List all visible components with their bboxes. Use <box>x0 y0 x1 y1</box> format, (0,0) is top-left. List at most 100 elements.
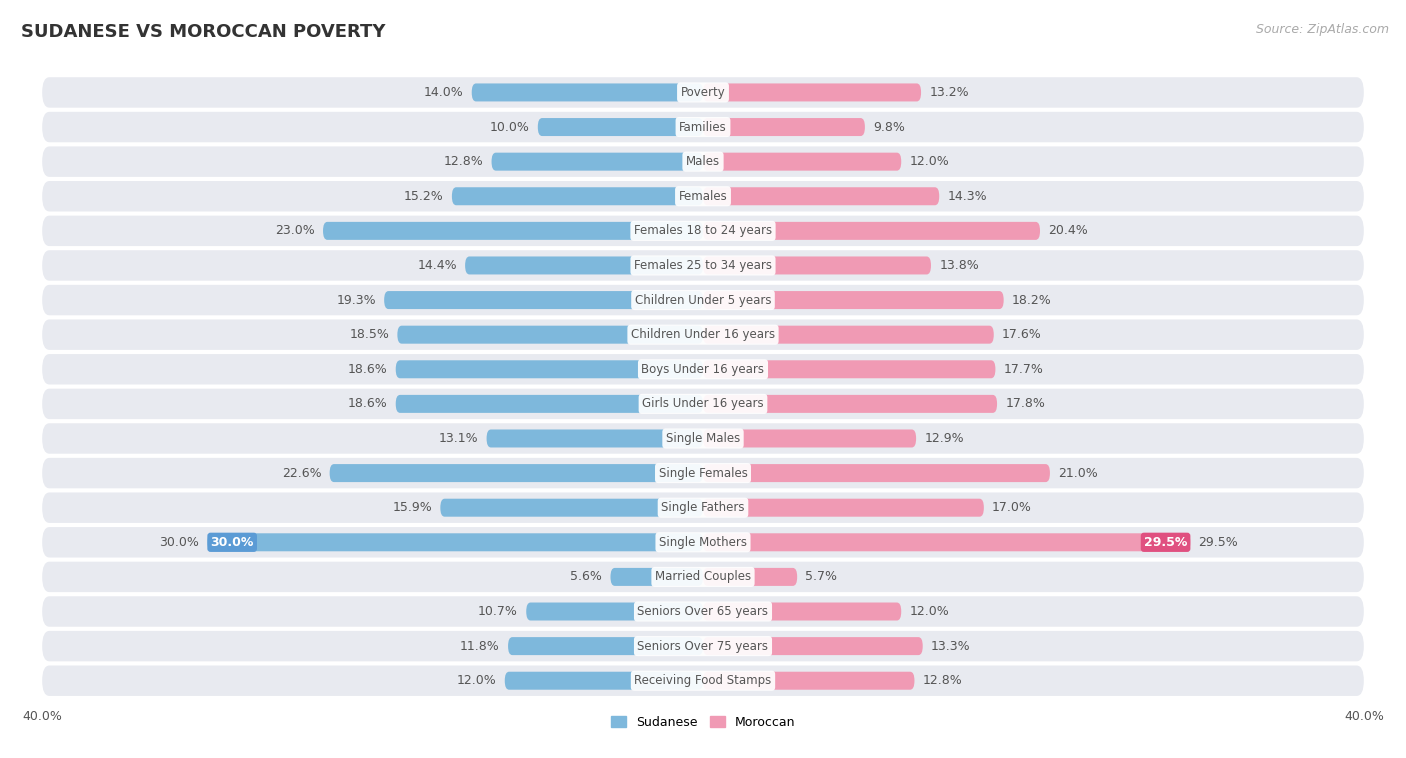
Text: 13.3%: 13.3% <box>931 640 970 653</box>
Text: 15.2%: 15.2% <box>404 190 444 202</box>
FancyBboxPatch shape <box>42 77 1364 108</box>
Text: 5.6%: 5.6% <box>571 571 602 584</box>
FancyBboxPatch shape <box>703 222 1040 240</box>
FancyBboxPatch shape <box>395 360 703 378</box>
FancyBboxPatch shape <box>42 319 1364 350</box>
FancyBboxPatch shape <box>492 152 703 171</box>
Text: 23.0%: 23.0% <box>276 224 315 237</box>
Text: 5.7%: 5.7% <box>806 571 838 584</box>
Text: Females 18 to 24 years: Females 18 to 24 years <box>634 224 772 237</box>
FancyBboxPatch shape <box>703 83 921 102</box>
Text: 12.8%: 12.8% <box>443 155 484 168</box>
Text: 17.6%: 17.6% <box>1002 328 1042 341</box>
FancyBboxPatch shape <box>703 187 939 205</box>
FancyBboxPatch shape <box>42 285 1364 315</box>
FancyBboxPatch shape <box>329 464 703 482</box>
FancyBboxPatch shape <box>703 672 914 690</box>
FancyBboxPatch shape <box>42 423 1364 454</box>
FancyBboxPatch shape <box>703 326 994 343</box>
Text: 17.8%: 17.8% <box>1005 397 1045 410</box>
Text: 13.1%: 13.1% <box>439 432 478 445</box>
Text: 14.0%: 14.0% <box>423 86 464 99</box>
Text: 14.4%: 14.4% <box>418 259 457 272</box>
Text: Receiving Food Stamps: Receiving Food Stamps <box>634 674 772 688</box>
FancyBboxPatch shape <box>42 493 1364 523</box>
FancyBboxPatch shape <box>42 112 1364 143</box>
FancyBboxPatch shape <box>42 458 1364 488</box>
FancyBboxPatch shape <box>395 395 703 413</box>
FancyBboxPatch shape <box>42 389 1364 419</box>
FancyBboxPatch shape <box>471 83 703 102</box>
Text: Girls Under 16 years: Girls Under 16 years <box>643 397 763 410</box>
FancyBboxPatch shape <box>42 527 1364 558</box>
Text: Single Fathers: Single Fathers <box>661 501 745 514</box>
FancyBboxPatch shape <box>42 562 1364 592</box>
FancyBboxPatch shape <box>526 603 703 621</box>
Text: Seniors Over 65 years: Seniors Over 65 years <box>637 605 769 618</box>
Text: 12.0%: 12.0% <box>910 605 949 618</box>
FancyBboxPatch shape <box>207 534 703 551</box>
Text: 18.2%: 18.2% <box>1012 293 1052 306</box>
Text: 13.8%: 13.8% <box>939 259 979 272</box>
Text: 11.8%: 11.8% <box>460 640 499 653</box>
FancyBboxPatch shape <box>398 326 703 343</box>
Text: Females 25 to 34 years: Females 25 to 34 years <box>634 259 772 272</box>
FancyBboxPatch shape <box>42 181 1364 211</box>
Text: 29.5%: 29.5% <box>1144 536 1187 549</box>
FancyBboxPatch shape <box>508 637 703 655</box>
FancyBboxPatch shape <box>703 360 995 378</box>
FancyBboxPatch shape <box>42 631 1364 661</box>
Text: 18.6%: 18.6% <box>347 363 388 376</box>
Text: 18.6%: 18.6% <box>347 397 388 410</box>
Text: Single Males: Single Males <box>666 432 740 445</box>
FancyBboxPatch shape <box>537 118 703 136</box>
FancyBboxPatch shape <box>323 222 703 240</box>
Text: 12.8%: 12.8% <box>922 674 963 688</box>
FancyBboxPatch shape <box>486 430 703 447</box>
Text: Poverty: Poverty <box>681 86 725 99</box>
Text: Children Under 16 years: Children Under 16 years <box>631 328 775 341</box>
Text: 10.0%: 10.0% <box>489 121 530 133</box>
Text: 9.8%: 9.8% <box>873 121 905 133</box>
Text: Married Couples: Married Couples <box>655 571 751 584</box>
Text: Single Females: Single Females <box>658 467 748 480</box>
Text: 12.0%: 12.0% <box>457 674 496 688</box>
Text: 17.7%: 17.7% <box>1004 363 1043 376</box>
Text: 30.0%: 30.0% <box>159 536 200 549</box>
Text: Children Under 5 years: Children Under 5 years <box>634 293 772 306</box>
Text: Males: Males <box>686 155 720 168</box>
FancyBboxPatch shape <box>703 395 997 413</box>
FancyBboxPatch shape <box>610 568 703 586</box>
Text: 12.9%: 12.9% <box>924 432 965 445</box>
Text: Families: Families <box>679 121 727 133</box>
FancyBboxPatch shape <box>703 152 901 171</box>
FancyBboxPatch shape <box>703 534 1191 551</box>
FancyBboxPatch shape <box>703 430 917 447</box>
Text: 17.0%: 17.0% <box>993 501 1032 514</box>
Text: Source: ZipAtlas.com: Source: ZipAtlas.com <box>1256 23 1389 36</box>
FancyBboxPatch shape <box>505 672 703 690</box>
Text: 14.3%: 14.3% <box>948 190 987 202</box>
Text: 18.5%: 18.5% <box>349 328 389 341</box>
FancyBboxPatch shape <box>42 597 1364 627</box>
Text: 20.4%: 20.4% <box>1049 224 1088 237</box>
FancyBboxPatch shape <box>703 118 865 136</box>
FancyBboxPatch shape <box>42 666 1364 696</box>
Text: 15.9%: 15.9% <box>392 501 432 514</box>
FancyBboxPatch shape <box>440 499 703 517</box>
Text: 29.5%: 29.5% <box>1198 536 1239 549</box>
Text: 21.0%: 21.0% <box>1059 467 1098 480</box>
FancyBboxPatch shape <box>451 187 703 205</box>
Text: 22.6%: 22.6% <box>281 467 322 480</box>
FancyBboxPatch shape <box>703 464 1050 482</box>
Text: 30.0%: 30.0% <box>211 536 254 549</box>
Text: Boys Under 16 years: Boys Under 16 years <box>641 363 765 376</box>
Legend: Sudanese, Moroccan: Sudanese, Moroccan <box>606 711 800 734</box>
Text: Seniors Over 75 years: Seniors Over 75 years <box>637 640 769 653</box>
FancyBboxPatch shape <box>42 354 1364 384</box>
FancyBboxPatch shape <box>703 603 901 621</box>
Text: 12.0%: 12.0% <box>910 155 949 168</box>
Text: 13.2%: 13.2% <box>929 86 969 99</box>
Text: 19.3%: 19.3% <box>336 293 375 306</box>
FancyBboxPatch shape <box>703 637 922 655</box>
